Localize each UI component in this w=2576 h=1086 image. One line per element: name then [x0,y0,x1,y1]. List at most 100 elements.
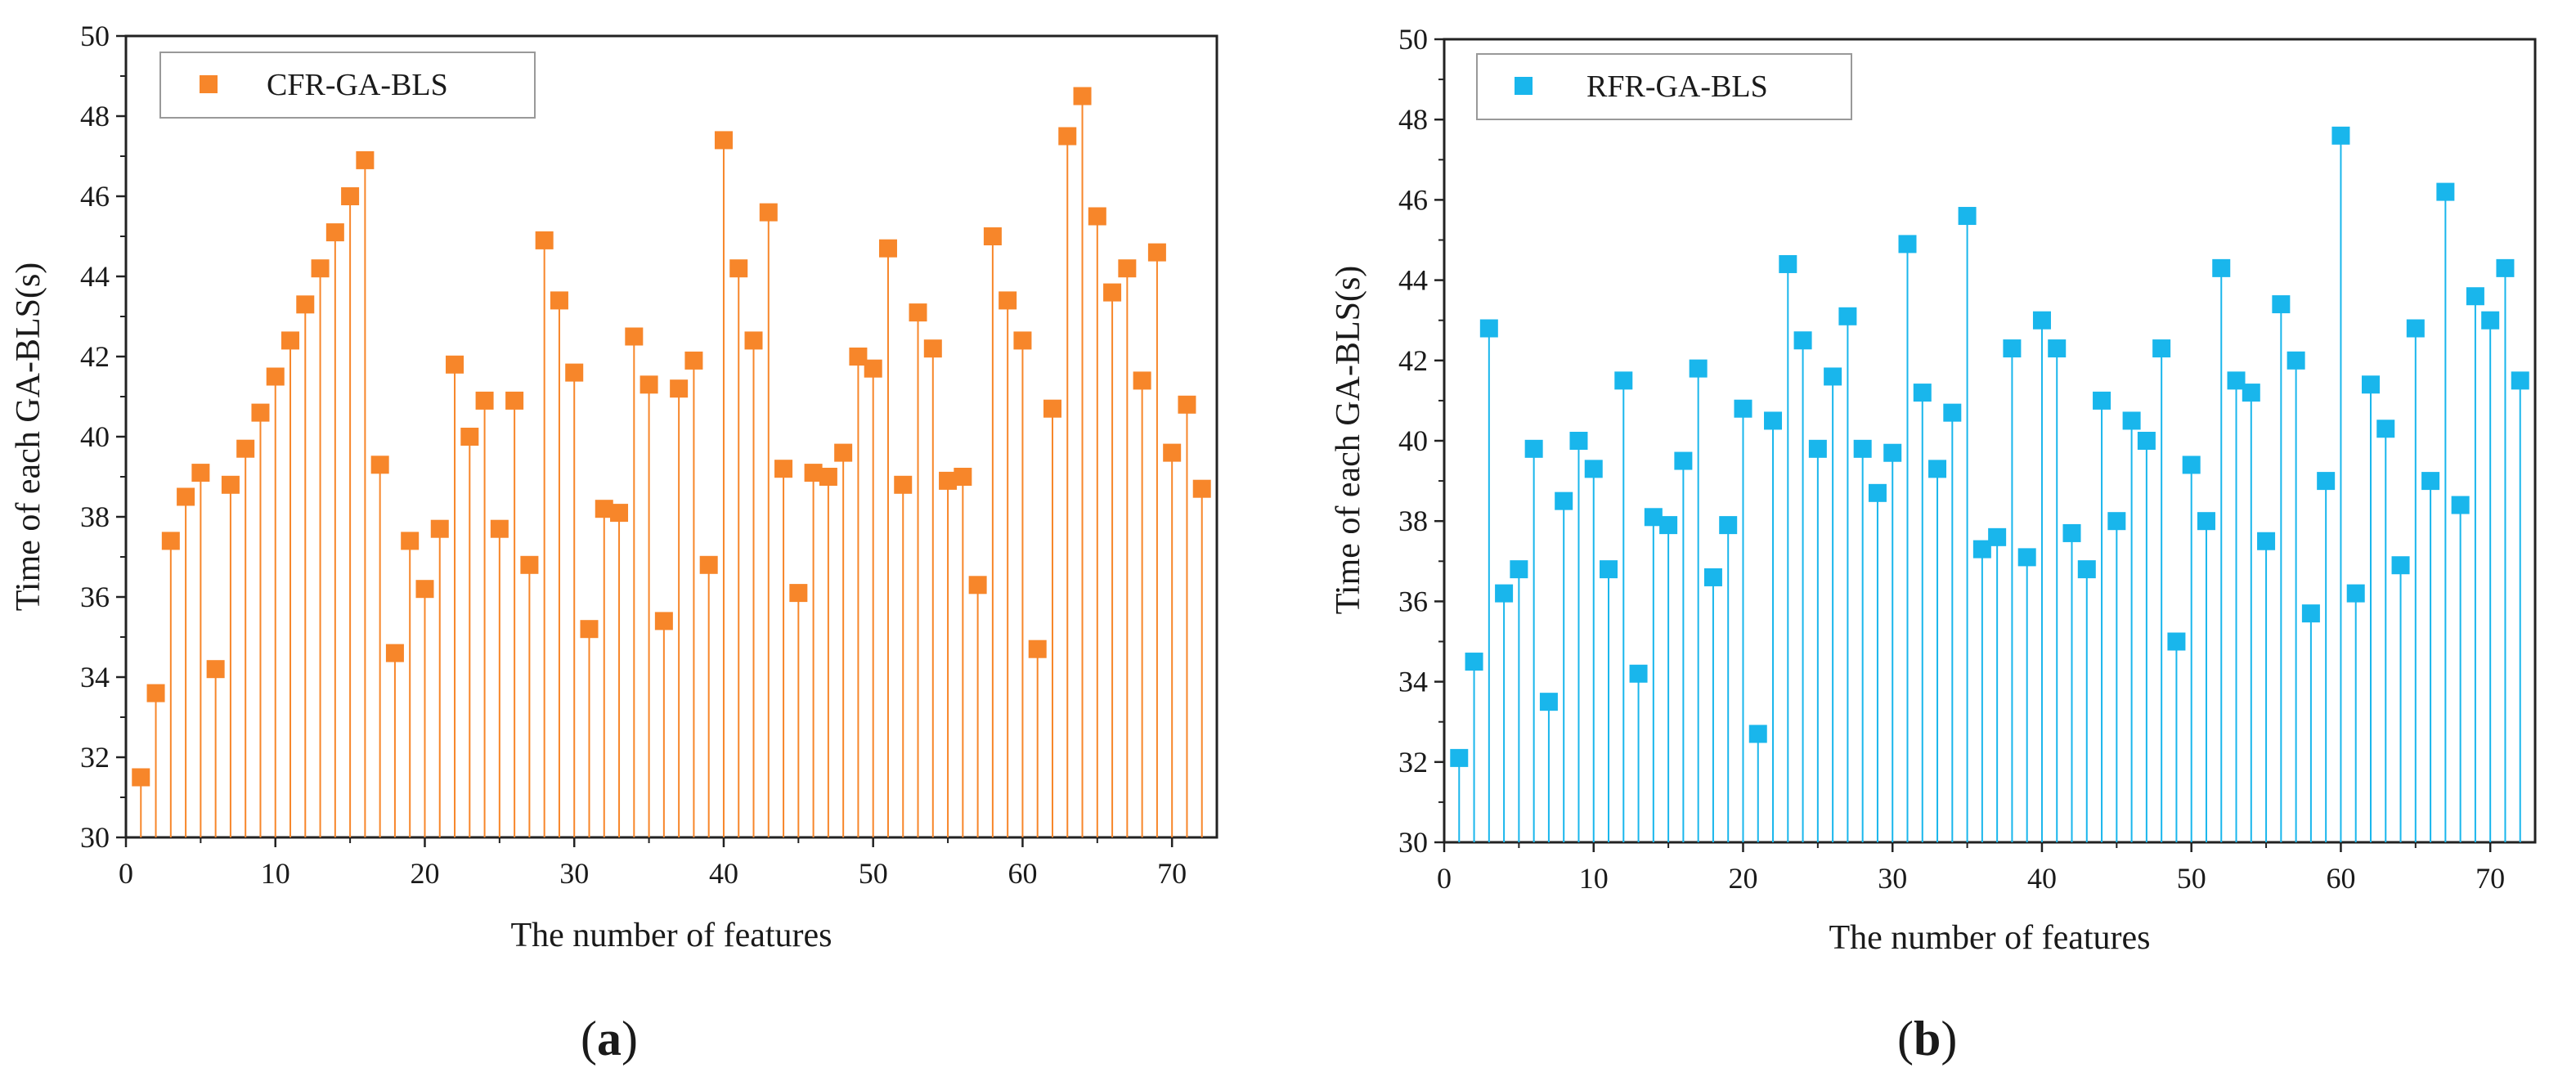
x-axis-label-b: The number of features [1829,919,2151,957]
x-tick-label: 50 [859,857,888,890]
legend-box-a [159,52,536,119]
x-tick-label: 50 [2177,862,2206,895]
data-point [1479,319,1498,338]
y-tick-label: 38 [1398,505,1428,537]
y-tick-label: 32 [80,741,110,774]
data-point [1103,283,1122,302]
data-point [296,295,315,314]
x-axis-label-a: The number of features [511,917,832,954]
data-point [2421,472,2440,491]
panel-caption-a: (a) [581,1012,638,1066]
y-axis-label-b: Time of each GA-BLS(s) [1330,266,1367,615]
data-point [1703,568,1722,586]
data-point [430,519,449,538]
x-tick-label: 60 [2326,862,2355,895]
y-tick-label: 44 [80,260,110,293]
data-point [699,555,718,574]
data-point [1539,693,1558,711]
data-point [1147,243,1166,262]
y-tick-label: 30 [80,821,110,854]
data-point [654,612,673,631]
data-point [1495,584,1514,603]
data-point [744,331,763,350]
data-point [2003,339,2022,358]
y-tick-label: 50 [1398,23,1428,56]
y-tick-label: 48 [80,100,110,132]
data-point [1584,460,1603,478]
legend-box-b [1476,53,1852,120]
data-point [1465,653,1483,671]
data-point [565,363,584,382]
data-point [774,460,793,478]
data-point [415,580,434,599]
data-point [2436,182,2455,201]
data-point [1958,207,1977,226]
data-point [1793,331,1812,350]
axis-ticks-a: 0 10 20 30 40 50 60 70 30 32 34 36 38 40 42 44 46 48 50 [80,20,1187,890]
y-axis-label-a: Time of each GA-BLS(s) [10,263,47,612]
data-point [1524,439,1543,458]
data-point [1073,87,1092,105]
data-point [281,331,300,350]
data-point [1450,748,1469,767]
data-point [2361,375,2380,394]
series-marks-a [132,87,1211,837]
data-point [446,355,464,374]
data-point [505,391,524,410]
data-point [236,439,255,458]
data-point [1510,560,1528,579]
data-point [714,131,733,150]
data-point [2331,126,2350,145]
data-point [2406,319,2425,338]
data-point [2376,420,2395,438]
data-point [1748,725,1767,743]
data-point [2391,556,2410,575]
data-point [401,532,420,550]
data-point [1614,371,1633,390]
data-point [759,203,778,222]
data-point [490,519,509,538]
data-point [2346,584,2365,603]
data-point [2272,295,2291,314]
data-point [2212,258,2231,277]
y-tick-label: 46 [1398,183,1428,216]
x-tick-label: 40 [2027,862,2057,895]
y-tick-label: 44 [1398,264,1428,297]
data-point [864,359,882,378]
data-point [684,351,703,370]
data-point [475,391,494,410]
data-point [1808,439,1827,458]
y-tick-label: 30 [1398,826,1428,859]
legend-a: CFR-GA-BLS [159,52,536,119]
data-point [460,428,479,446]
data-point [999,291,1017,310]
data-point [2451,496,2470,514]
data-point [1178,395,1196,414]
data-point [146,684,165,702]
x-tick-label: 10 [1579,862,1609,895]
data-point [923,339,942,358]
data-point [2227,371,2246,390]
data-point [1824,367,1842,386]
data-point [1779,254,1797,273]
data-point [1988,527,2007,546]
data-point [968,576,987,595]
y-tick-label: 50 [80,20,110,52]
data-point [1192,479,1211,498]
data-point [1943,403,1962,422]
data-point [1853,439,1872,458]
x-tick-label: 20 [1728,862,1757,895]
data-point [983,227,1002,245]
data-point [580,620,599,639]
series-marks-b [1450,126,2529,842]
data-point [2481,311,2500,330]
data-point [2466,287,2484,306]
panel-caption-b: (b) [1897,1012,1957,1066]
data-point [266,367,285,386]
data-point [819,468,837,486]
data-point [1118,259,1137,278]
data-point [670,379,689,398]
data-point [2167,632,2186,651]
data-point [2137,432,2156,450]
data-point [909,303,927,322]
